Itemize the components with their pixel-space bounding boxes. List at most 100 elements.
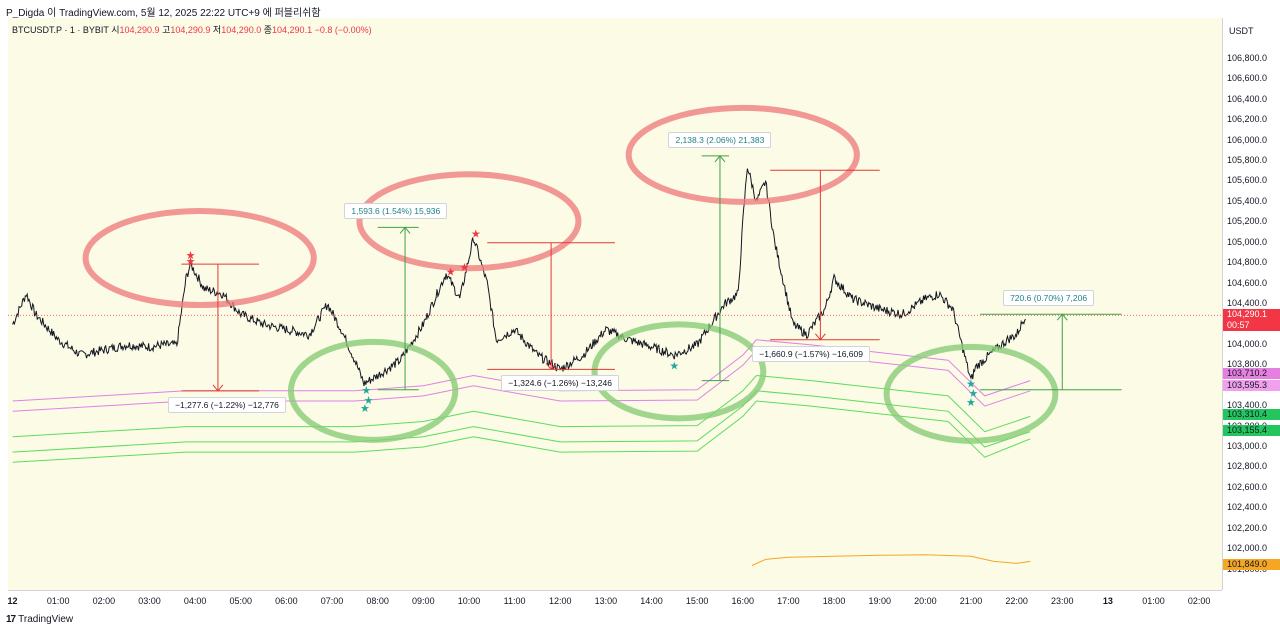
measure-arrow-head-0	[212, 384, 224, 392]
time-tick-label: 11:00	[503, 596, 526, 606]
indicator-line-3	[12, 390, 1031, 453]
price-tick-label: 105,600.0	[1227, 175, 1268, 186]
price-series	[12, 168, 1027, 387]
time-tick-label: 01:00	[1142, 596, 1165, 606]
open-label: 시	[111, 25, 120, 35]
time-tick-label: 02:00	[92, 596, 116, 606]
signal-star-icon: ★	[459, 261, 469, 274]
change-value: −0.8 (−0.00%)	[314, 25, 372, 35]
time-tick-label: 12	[7, 596, 18, 606]
measure-arrow-head-1	[399, 226, 411, 234]
price-tick-label: 105,200.0	[1227, 216, 1268, 227]
time-tick-label: 21:00	[959, 596, 983, 606]
price-tick-label: 106,400.0	[1227, 93, 1268, 104]
low-value: 104,290.0	[221, 25, 262, 35]
signal-star-icon: ★	[361, 384, 371, 397]
time-tick-label: 07:00	[320, 596, 344, 606]
price-tick-label: 103,000.0	[1227, 441, 1268, 451]
time-tick-label: 02:00	[1187, 596, 1211, 606]
time-tick-label: 17:00	[777, 596, 800, 606]
price-badge: 103,595.3	[1223, 380, 1280, 392]
price-tick-label: 102,400.0	[1227, 502, 1268, 513]
time-tick-label: 06:00	[275, 596, 298, 606]
price-tick-label: 103,400.0	[1227, 400, 1268, 411]
price-badge: 103,710.2	[1223, 368, 1280, 380]
brand-name: TradingView	[18, 614, 74, 625]
price-tick-label: 106,200.0	[1227, 114, 1268, 125]
measure-arrow-head-5	[1056, 313, 1068, 321]
indicator-line-5	[751, 554, 1031, 566]
tradingview-logo: 17	[6, 614, 16, 625]
measure-arrow-head-4	[814, 333, 826, 341]
publish-info: P_Digda 이 TradingView.com, 5월 12, 2025 2…	[6, 8, 321, 19]
price-tick-label: 104,600.0	[1227, 277, 1268, 288]
price-tick-label: 104,800.0	[1227, 257, 1268, 268]
high-label: 고	[162, 25, 171, 35]
price-tick-label: 102,600.0	[1227, 481, 1268, 492]
indicator-line-4	[12, 400, 1031, 463]
footer: 17 TradingView	[6, 614, 73, 625]
close-value: 104,290.1	[272, 25, 313, 35]
signal-star-icon: ★	[669, 359, 679, 372]
symbol-legend[interactable]: BTCUSDT.P · 1 · BYBIT 시104,290.9 고104,29…	[12, 23, 372, 36]
time-tick-label: 08:00	[366, 596, 389, 606]
price-tick-label: 104,000.0	[1227, 338, 1268, 349]
price-tick-label: 102,000.0	[1227, 543, 1268, 554]
time-tick-label: 01:00	[46, 596, 70, 606]
open-value: 104,290.9	[119, 25, 160, 35]
time-tick-label: 03:00	[138, 596, 161, 606]
time-tick-label: 18:00	[822, 596, 846, 606]
highlight-circle-0	[82, 208, 317, 309]
price-tick-label: 102,800.0	[1227, 461, 1268, 472]
price-axis[interactable]: USDT 106,800.0 106,600.0 106,400.0 106,200.…	[1222, 18, 1280, 590]
measure-arrow-head-3	[714, 155, 726, 163]
publish-bar: P_Digda 이 TradingView.com, 5월 12, 2025 2…	[0, 0, 1280, 19]
price-tick-label: 106,000.0	[1227, 134, 1268, 145]
countdown-badge: 00:57	[1223, 320, 1280, 332]
price-tick-label: 105,800.0	[1227, 155, 1268, 165]
price-tick-label: 102,200.0	[1227, 522, 1268, 533]
time-tick-label: 20:00	[914, 596, 937, 606]
price-tick-label: 106,800.0	[1227, 52, 1268, 63]
highlight-circle-4	[591, 321, 767, 422]
price-badge: 103,155.4	[1223, 425, 1280, 437]
measure-label-4: −1,660.9 (−1.57%) −16,609	[752, 345, 870, 362]
highlight-circle-3	[287, 338, 459, 443]
time-tick-label: 05:00	[229, 596, 253, 606]
signal-star-icon: ★	[471, 228, 481, 241]
time-tick-label: 19:00	[868, 596, 891, 606]
signal-star-icon: ★	[186, 255, 196, 268]
price-badge: 101,849.0	[1223, 558, 1280, 570]
measure-label-2: −1,324.6 (−1.26%) −13,246	[501, 375, 619, 392]
chart-canvas[interactable]: ★★★ ★★★★★★★★★	[8, 18, 1222, 590]
price-tick-label: 105,400.0	[1227, 195, 1268, 206]
symbol-name[interactable]: BTCUSDT.P · 1 · BYBIT	[12, 25, 109, 35]
time-axis[interactable]: 12 01:00 02:00 03:00 04:00 05:00 06:00 07:00 08:…	[8, 590, 1222, 611]
time-tick-label: 09:00	[412, 596, 435, 606]
measure-label-5: 720.6 (0.70%) 7,206	[1003, 290, 1095, 307]
measure-label-0: −1,277.6 (−1.22%) −12,776	[168, 396, 286, 413]
signal-star-icon: ★	[364, 394, 374, 407]
highlight-circle-5	[883, 343, 1059, 444]
signal-star-icon: ★	[360, 402, 370, 415]
low-label: 저	[212, 25, 222, 35]
measure-arrow-head-2	[545, 363, 557, 371]
time-tick-label: 23:00	[1050, 596, 1074, 606]
indicator-line-1	[12, 349, 1031, 412]
time-tick-label: 15:00	[685, 596, 709, 606]
close-label: 종	[263, 25, 273, 35]
price-tick-label: 105,000.0	[1227, 236, 1268, 247]
high-value: 104,290.9	[170, 25, 211, 35]
price-badge: 103,310.4	[1223, 409, 1280, 421]
price-badge: 104,290.1	[1223, 309, 1280, 321]
measure-label-3: 2,138.3 (2.06%) 21,383	[668, 131, 772, 148]
signal-star-icon: ★	[968, 387, 978, 400]
currency-label[interactable]: USDT	[1229, 26, 1254, 36]
time-tick-label: 16:00	[731, 596, 755, 606]
time-tick-label: 13	[1102, 596, 1113, 606]
signal-star-icon: ★	[186, 249, 196, 262]
time-tick-label: 22:00	[1005, 596, 1028, 606]
indicator-line-2	[12, 374, 1031, 438]
signal-star-icon: ★	[446, 265, 456, 278]
chart-plot-area[interactable]: ★ ★ ★ ★ ★ ★ ★ ★ ★ ★ ★ ★ BTCUSDT.P · 1 · BYBIT 시104,…	[8, 18, 1222, 590]
